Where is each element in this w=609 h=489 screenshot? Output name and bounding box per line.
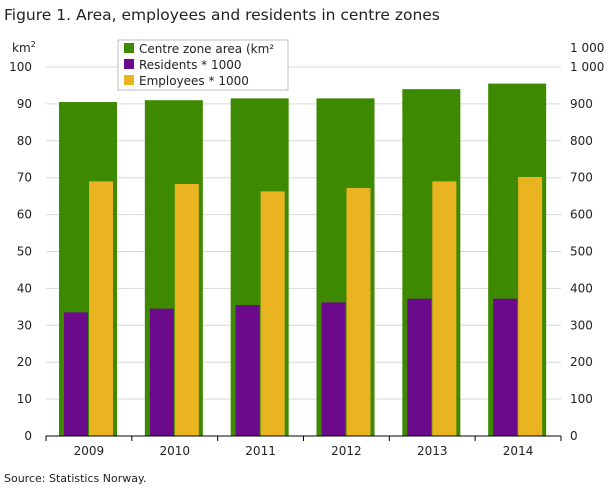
bar-residents-2009 (64, 312, 88, 436)
left-tick-label: 80 (17, 134, 32, 148)
right-axis-unit: 1 000 (570, 41, 604, 55)
bar-employees-2012 (346, 188, 371, 436)
left-tick-label: 20 (17, 355, 32, 369)
legend-box (117, 39, 289, 91)
legend-label: Centre zone area (km² (139, 42, 274, 56)
right-tick-label: 100 (570, 392, 593, 406)
legend: Centre zone area (km² Residents * 1000 Emp… (117, 39, 289, 91)
left-tick-label: 70 (17, 171, 32, 185)
left-axis-ticks: 0 10 20 30 40 50 60 70 80 90 100 (9, 60, 32, 443)
source-note: Source: Statistics Norway. (4, 472, 147, 485)
left-axis-unit: km2 (12, 40, 36, 55)
right-tick-label: 700 (570, 171, 593, 185)
x-tick-label: 2009 (74, 444, 105, 458)
bar-residents-2013 (407, 298, 432, 436)
left-tick-label: 40 (17, 281, 32, 295)
right-tick-label: 600 (570, 208, 593, 222)
x-axis-ticks: 2009 2010 2011 2012 2013 2014 (74, 444, 534, 458)
left-unit-sup: 2 (31, 40, 36, 49)
right-tick-label: 500 (570, 245, 593, 259)
bar-residents-2010 (149, 308, 174, 436)
left-tick-label: 60 (17, 208, 32, 222)
right-tick-label: 300 (570, 318, 593, 332)
legend-label: Employees * 1000 (139, 74, 249, 88)
x-tick-label: 2010 (159, 444, 190, 458)
right-tick-label: 900 (570, 97, 593, 111)
x-tick-label: 2014 (503, 444, 534, 458)
bar-employees-2013 (432, 181, 457, 436)
x-tick-label: 2013 (417, 444, 448, 458)
left-tick-label: 100 (9, 60, 32, 74)
bar-employees-2010 (174, 183, 199, 436)
left-tick-label: 90 (17, 97, 32, 111)
bar-employees-2011 (260, 191, 285, 436)
legend-label: Residents * 1000 (139, 58, 242, 72)
left-tick-label: 30 (17, 318, 32, 332)
right-axis-ticks: 0 100 200 300 400 500 600 700 800 900 1 000 (570, 60, 604, 443)
bar-residents-2012 (321, 302, 346, 436)
bar-residents-2011 (235, 305, 260, 436)
bar-employees-2009 (89, 181, 113, 436)
left-tick-label: 50 (17, 245, 32, 259)
bar-employees-2014 (518, 176, 543, 436)
gridlines (46, 66, 561, 400)
bar-residents-2014 (493, 298, 518, 436)
chart-title: Figure 1. Area, employees and residents … (4, 6, 440, 24)
right-tick-label: 800 (570, 134, 593, 148)
right-tick-label: 400 (570, 281, 593, 295)
legend-swatch (124, 75, 134, 85)
legend-swatch (124, 43, 134, 53)
left-tick-label: 10 (17, 392, 32, 406)
x-tick-label: 2012 (331, 444, 362, 458)
right-tick-label: 200 (570, 355, 593, 369)
right-tick-label: 1 000 (570, 60, 604, 74)
left-tick-label: 0 (24, 429, 32, 443)
legend-swatch (124, 59, 134, 69)
axes (45, 435, 562, 441)
x-tick-label: 2011 (245, 444, 276, 458)
left-unit-base: km (12, 41, 31, 55)
right-tick-label: 0 (570, 429, 578, 443)
bars (59, 83, 547, 437)
